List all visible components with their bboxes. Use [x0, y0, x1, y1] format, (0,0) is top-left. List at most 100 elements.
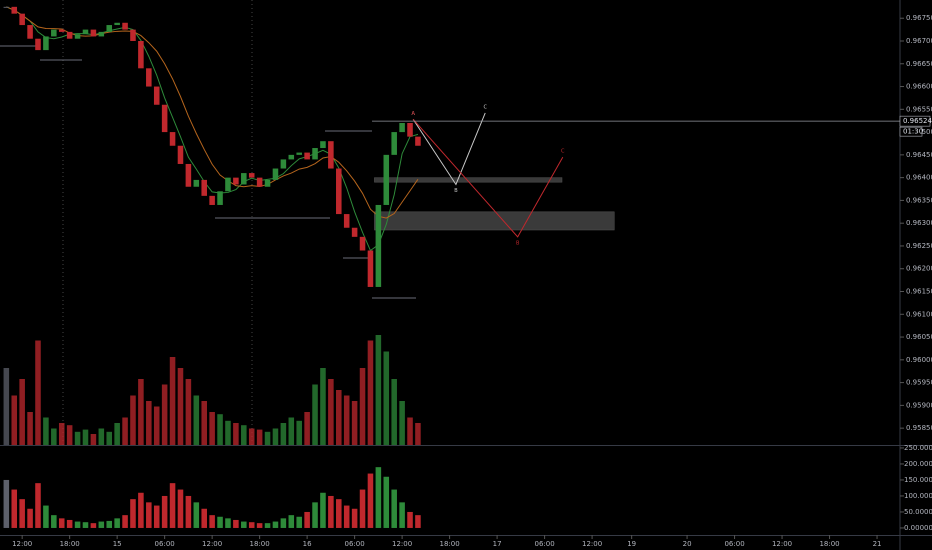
moving-average [6, 6, 419, 252]
volume-bar [233, 423, 239, 445]
y2-tick-label: 250.00000 [904, 444, 932, 452]
volume-bar [399, 401, 405, 445]
volume-bar [130, 395, 136, 445]
volume-bar [272, 428, 279, 445]
indicator-bar [138, 492, 144, 528]
indicator-bar [241, 521, 247, 528]
volume-bar [415, 423, 421, 445]
candle [130, 29, 136, 41]
volume-bar [264, 431, 271, 445]
indicator-bar [280, 518, 287, 528]
volume-bar [201, 401, 207, 445]
candle [11, 6, 18, 14]
indicator-bar [27, 508, 33, 528]
indicator-bar [296, 516, 302, 528]
indicator-bar [19, 499, 25, 528]
candle [169, 132, 176, 146]
candle [225, 177, 231, 192]
x-tick-label: 21 [873, 540, 882, 548]
zone [374, 177, 563, 183]
pattern-label: C [483, 104, 487, 110]
indicator-bar [82, 522, 89, 528]
candle [399, 122, 405, 133]
y-tick-label: 0.95850 [906, 424, 932, 432]
volume-bar [312, 384, 318, 445]
volume-bar [320, 368, 326, 445]
x-tick-label: 18:00 [60, 540, 80, 548]
volume-bar [106, 431, 113, 445]
volume-bar [351, 401, 358, 445]
indicator-bar [328, 495, 334, 528]
volume-bar [82, 429, 89, 445]
indicator-bar [272, 521, 279, 528]
volume-bar [66, 425, 73, 445]
pattern-label: C [561, 149, 565, 155]
candle [320, 141, 326, 149]
x-tick-label: 20 [683, 540, 692, 548]
candle [375, 204, 382, 287]
candle [288, 154, 295, 160]
indicator-bar [90, 523, 97, 528]
x-tick-label: 16 [303, 540, 312, 548]
volume-bar [375, 335, 382, 445]
candle [209, 195, 215, 205]
candle [312, 148, 318, 160]
candle [233, 177, 239, 185]
indicator-bar [288, 515, 295, 528]
volume-bar [114, 423, 120, 445]
candle [82, 29, 89, 35]
volume-bar [122, 417, 128, 445]
volume-bar [138, 379, 144, 445]
y2-tick-label: 100.00000 [904, 492, 932, 500]
volume-bar [51, 428, 57, 445]
indicator-bar [217, 516, 223, 528]
candle [256, 177, 263, 187]
candle [217, 191, 223, 205]
y2-tick-label: 0.00000 [904, 524, 932, 532]
candle [201, 179, 207, 196]
volume-bar [146, 401, 152, 445]
candle [51, 29, 57, 37]
candle [74, 34, 81, 39]
candle [43, 36, 49, 51]
volume-bar [43, 417, 49, 445]
candle [153, 86, 160, 105]
countdown: 01:30 [903, 128, 923, 136]
candle [296, 152, 302, 155]
pattern-label: B [516, 240, 520, 246]
candle [351, 227, 358, 237]
candle [146, 68, 152, 87]
countdown-box [899, 126, 923, 137]
indicator-bar [106, 520, 113, 528]
last-price-label: 0.96524 [903, 117, 932, 125]
x-tick-label: 12:00 [582, 540, 602, 548]
indicator-bar [383, 476, 390, 528]
volume-bar [209, 412, 215, 445]
indicator-bar [35, 483, 41, 528]
candle [367, 250, 374, 287]
x-tick-label: 18:00 [440, 540, 460, 548]
indicator-bar [74, 521, 81, 528]
volume-bar [161, 384, 168, 445]
indicator-bar [320, 492, 326, 528]
x-tick-label: 12:00 [392, 540, 412, 548]
indicator-bar [66, 519, 73, 528]
candle [343, 214, 350, 228]
y2-tick-label: 150.00000 [904, 476, 932, 484]
volume-bar [248, 428, 255, 445]
volume-bar [3, 368, 10, 445]
volume-bar [304, 412, 310, 445]
volume-bar [343, 395, 350, 445]
candle [359, 236, 366, 251]
x-tick-label: 18:00 [819, 540, 839, 548]
